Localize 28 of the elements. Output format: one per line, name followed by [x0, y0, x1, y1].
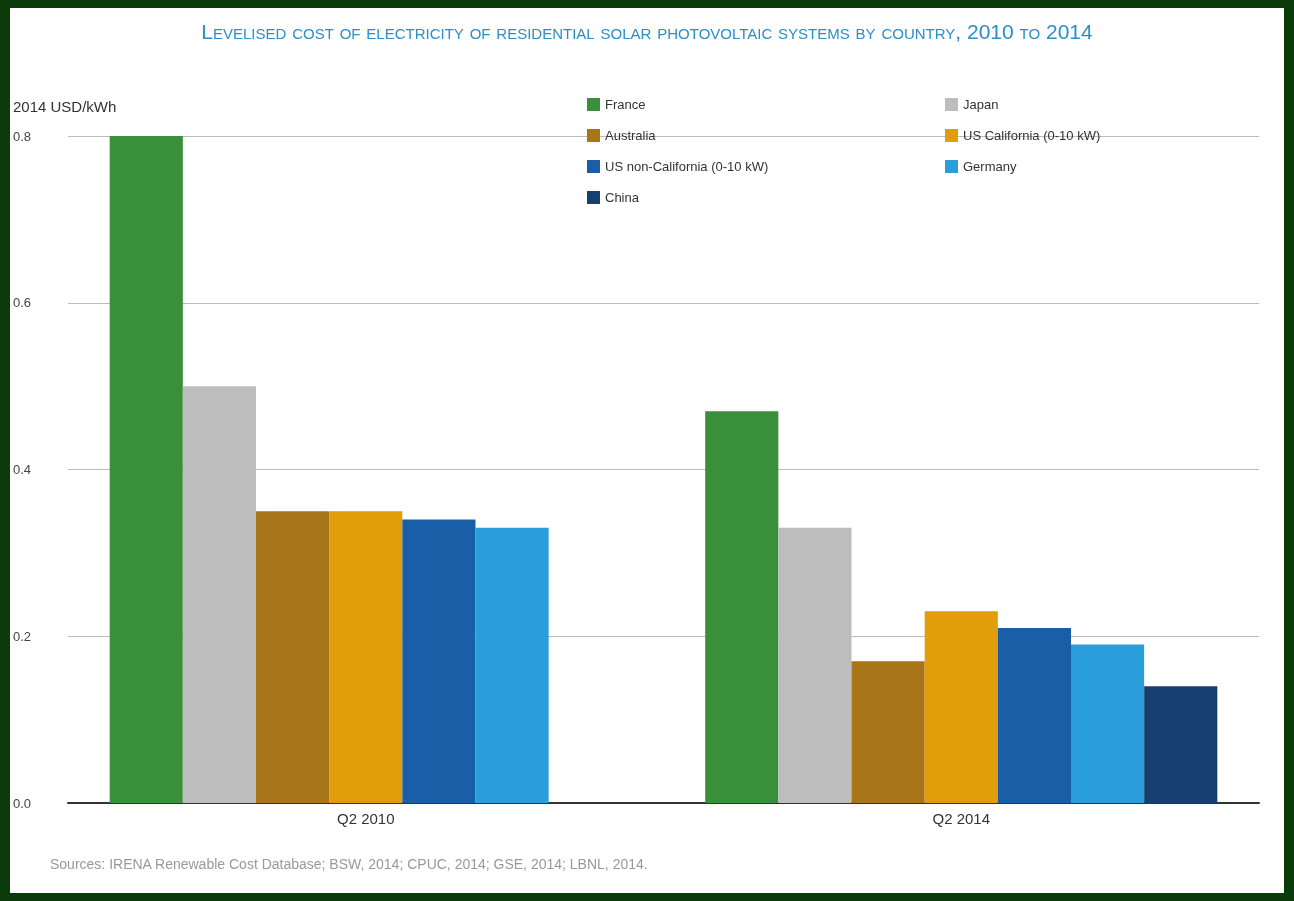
- legend-label: China: [605, 190, 640, 205]
- y-tick-label: 0.6: [13, 295, 32, 311]
- bar: [924, 611, 998, 803]
- bar: [329, 511, 403, 803]
- bar: [851, 661, 925, 803]
- legend-label: Germany: [963, 159, 1017, 174]
- x-tick-label: Q2 2010: [336, 810, 395, 827]
- bar: [256, 511, 330, 803]
- bar: [109, 136, 183, 803]
- legend-label: Japan: [963, 97, 999, 112]
- x-tick-label: Q2 2014: [932, 810, 991, 827]
- source-note: Sources: IRENA Renewable Cost Database; BSW, 2014; CPUC, 2014; GSE, 2014; LBNL, 2014.: [50, 856, 648, 872]
- chart-title: Levelised cost of electricity of residential solar photovoltaic systems by country, 2010 to 2014: [200, 20, 1094, 44]
- bar: [475, 527, 549, 803]
- y-tick-label: 0.8: [13, 128, 32, 144]
- bar: [1144, 686, 1218, 803]
- y-tick-label: 0.2: [13, 628, 32, 644]
- legend-label: Australia: [605, 128, 657, 143]
- bar: [1070, 644, 1145, 803]
- y-tick-label: 0.4: [13, 462, 32, 477]
- bar: [705, 411, 779, 803]
- legend-label: US California (0-10 kW): [963, 128, 1101, 143]
- y-axis-title: 2014 USD/kWh: [13, 98, 117, 115]
- bar: [997, 627, 1071, 803]
- y-tick-label: 0.0: [13, 795, 32, 811]
- legend-label: US non-California (0-10 kW): [605, 159, 769, 174]
- bar: [402, 519, 476, 803]
- legend-label: France: [605, 97, 646, 112]
